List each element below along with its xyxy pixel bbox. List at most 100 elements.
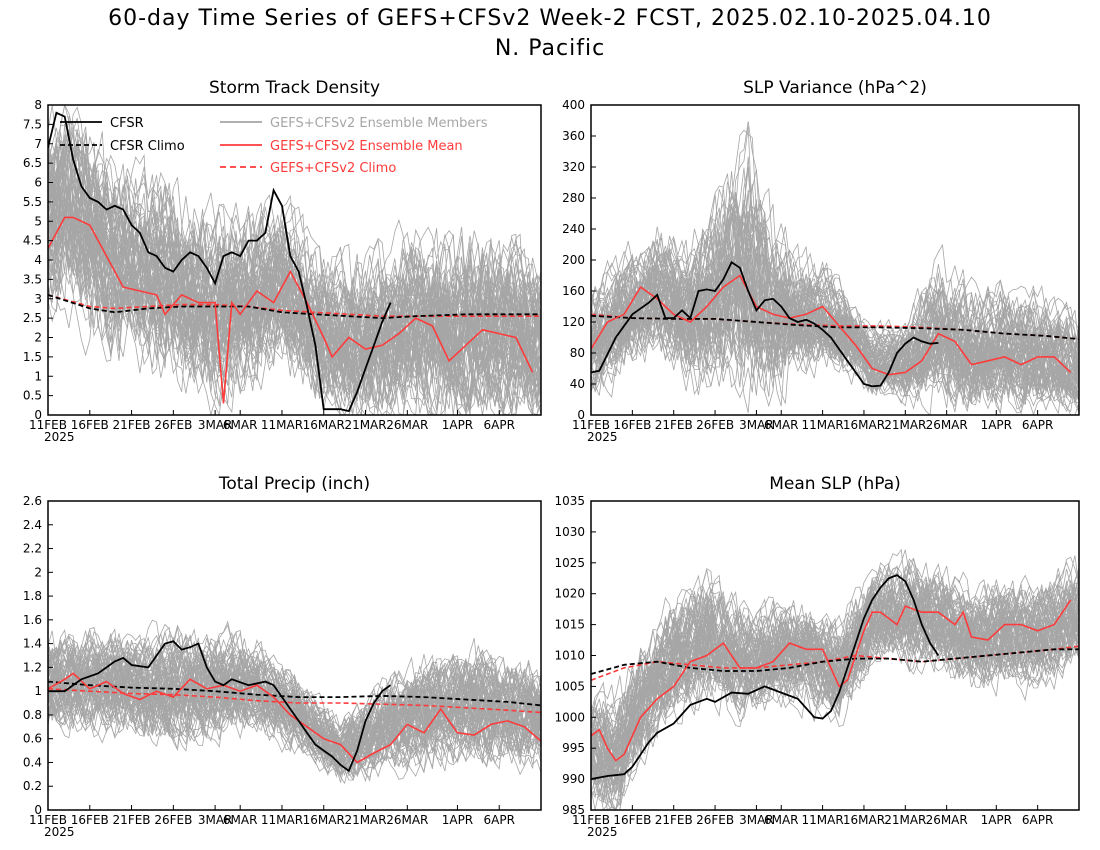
y-tick-label: 1.5 xyxy=(23,350,42,364)
ensemble-member-line xyxy=(591,262,1079,415)
x-tick-label: 11MAR xyxy=(802,813,844,827)
x-tick-label: 21FEB xyxy=(113,813,151,827)
x-tick-label: 26FEB xyxy=(696,813,734,827)
x-tick-label: 11MAR xyxy=(261,418,303,432)
y-tick-label: 995 xyxy=(562,741,585,755)
plot-area xyxy=(591,548,1079,810)
x-tick-label: 6APR xyxy=(484,813,515,827)
y-tick-label: 1.4 xyxy=(23,637,42,651)
x-tick-label: 21MAR xyxy=(344,813,386,827)
plot-area xyxy=(48,619,541,785)
x-tick-label: 26FEB xyxy=(154,418,192,432)
ensemble-member-line xyxy=(591,610,1079,810)
plot-area xyxy=(48,105,541,415)
x-tick-label: 6MAR xyxy=(764,418,799,432)
ensemble-member-line xyxy=(591,578,1079,786)
y-tick-label: 400 xyxy=(562,98,585,112)
ensemble-member-line xyxy=(591,622,1079,810)
x-tick-label: 16FEB xyxy=(613,418,651,432)
x-year-label: 2025 xyxy=(44,430,75,444)
panel-title: Storm Track Density xyxy=(209,78,380,98)
x-tick-label: 6MAR xyxy=(223,813,258,827)
cfsr-line xyxy=(591,260,939,388)
y-tick-label: 0 xyxy=(577,408,585,422)
y-tick-label: 2.5 xyxy=(23,311,42,325)
x-year-label: 2025 xyxy=(44,825,75,839)
ensemble-mean-line xyxy=(48,672,541,764)
y-tick-label: 0 xyxy=(34,803,42,817)
ensemble-member-line xyxy=(591,290,1079,413)
y-tick-label: 1035 xyxy=(554,494,585,508)
x-tick-label: 1APR xyxy=(981,813,1012,827)
y-tick-label: 6.5 xyxy=(23,156,42,170)
ensemble-member-line xyxy=(591,279,1079,399)
y-tick-label: 5.5 xyxy=(23,195,42,209)
ensemble-member-line xyxy=(591,606,1079,810)
x-year-label: 2025 xyxy=(587,430,618,444)
y-tick-label: 7 xyxy=(34,137,42,151)
x-tick-label: 11FEB xyxy=(29,418,67,432)
y-tick-label: 120 xyxy=(562,315,585,329)
x-tick-label: 21FEB xyxy=(113,418,151,432)
y-tick-label: 2.2 xyxy=(23,542,42,556)
cfsr-line xyxy=(48,111,392,413)
x-tick-label: 21MAR xyxy=(344,418,386,432)
ensemble-member-line xyxy=(591,199,1079,364)
ensemble-member-line xyxy=(48,115,541,353)
y-tick-label: 1000 xyxy=(554,710,585,724)
ensemble-member-line xyxy=(48,644,541,750)
x-tick-label: 6APR xyxy=(484,418,515,432)
x-tick-label: 3MAR xyxy=(739,418,774,432)
x-tick-label: 21MAR xyxy=(884,813,926,827)
y-tick-label: 0.2 xyxy=(23,779,42,793)
y-tick-label: 0.4 xyxy=(23,755,42,769)
y-tick-label: 3 xyxy=(34,292,42,306)
x-tick-label: 21FEB xyxy=(655,418,693,432)
x-tick-label: 26MAR xyxy=(386,418,428,432)
y-tick-label: 2.4 xyxy=(23,518,42,532)
y-tick-label: 2 xyxy=(34,331,42,345)
ensemble-member-line xyxy=(48,672,541,771)
ensemble-member-line xyxy=(591,601,1079,793)
y-tick-label: 985 xyxy=(562,803,585,817)
y-tick-label: 0.8 xyxy=(23,708,42,722)
y-tick-label: 8 xyxy=(34,98,42,112)
ensemble-member-line xyxy=(48,212,541,415)
legend-label-cfsr: CFSR xyxy=(110,116,144,131)
chart-panel-4: Mean SLP (hPa) 985 990 995 1000 1005 1010 1015 1… xyxy=(554,474,1080,839)
x-tick-label: 3MAR xyxy=(198,418,233,432)
ensemble-member-line xyxy=(591,549,1079,737)
ensemble-member-line xyxy=(591,585,1079,768)
x-tick-label: 1APR xyxy=(981,418,1012,432)
ensemble-member-line xyxy=(48,669,541,776)
gefs-climo-line xyxy=(48,294,541,318)
panel-title: Mean SLP (hPa) xyxy=(769,474,901,494)
cfsr-line xyxy=(591,574,940,780)
ensemble-member-line xyxy=(48,628,541,743)
x-tick-label: 26FEB xyxy=(154,813,192,827)
ensemble-member-line xyxy=(48,132,541,400)
y-tick-label: 1030 xyxy=(554,525,585,539)
legend-label-members: GEFS+CFSv2 Ensemble Members xyxy=(270,116,488,131)
y-tick-label: 4.5 xyxy=(23,234,42,248)
y-tick-label: 6 xyxy=(34,176,42,190)
y-tick-label: 1010 xyxy=(554,649,585,663)
y-tick-label: 240 xyxy=(562,222,585,236)
y-tick-label: 1 xyxy=(34,684,42,698)
chart-panel-2: SLP Variance (hPa^2) 0 40 80 120 160 200 240 280… xyxy=(562,78,1080,444)
x-tick-label: 11MAR xyxy=(802,418,844,432)
x-tick-label: 11FEB xyxy=(572,813,610,827)
x-tick-label: 11MAR xyxy=(261,813,303,827)
cfsr-climo-line xyxy=(48,294,541,320)
y-tick-label: 2 xyxy=(34,565,42,579)
plot-area xyxy=(591,121,1079,415)
ensemble-member-line xyxy=(591,280,1079,405)
ensemble-member-line xyxy=(48,200,541,415)
y-tick-label: 280 xyxy=(562,191,585,205)
panel-title: Total Precip (inch) xyxy=(218,474,370,494)
ensemble-member-line xyxy=(591,169,1079,376)
ensemble-member-line xyxy=(48,676,541,778)
chart-legend: CFSR CFSR Climo GEFS+CFSv2 Ensemble Member… xyxy=(60,116,488,176)
